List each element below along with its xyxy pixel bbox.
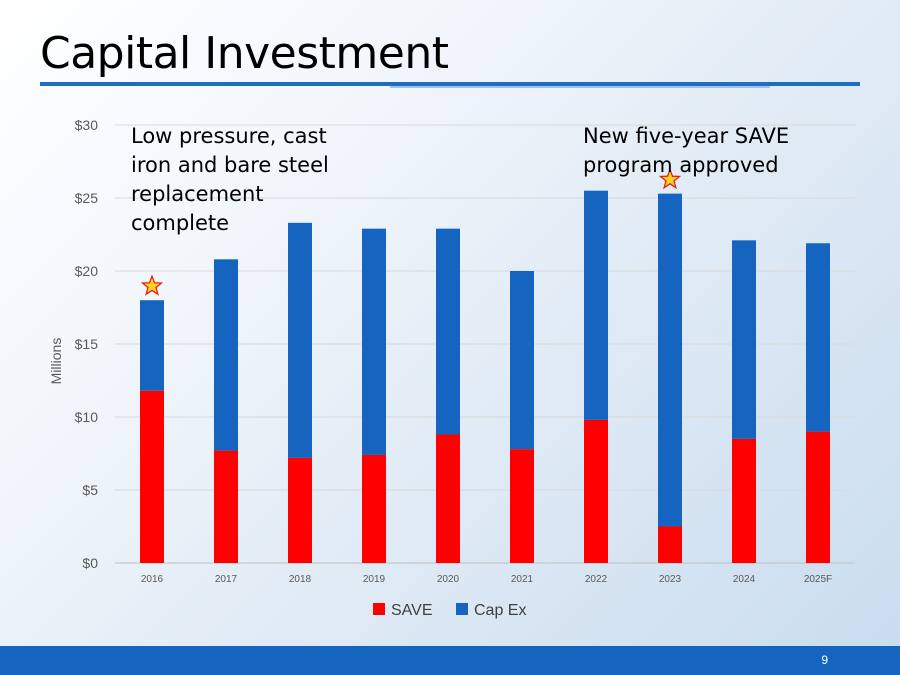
star-icon xyxy=(140,274,164,296)
bar-cap-ex xyxy=(140,300,164,391)
x-tick-label: 2023 xyxy=(659,574,682,585)
x-tick-label: 2020 xyxy=(437,574,460,585)
x-axis-tick-labels: 2016 2017 2018 2019 2020 2021 2022 2023 2024 2025… xyxy=(141,574,832,585)
title-underline-accent xyxy=(390,86,770,88)
annotation-left: Low pressure, cast iron and bare steel r… xyxy=(131,122,329,238)
y-axis-label: Millions xyxy=(48,338,64,385)
bar-cap-ex xyxy=(584,190,608,420)
legend-swatch-save xyxy=(373,603,385,615)
annotation-right-line: New five-year SAVE xyxy=(583,124,790,148)
y-tick-label: $25 xyxy=(75,190,99,206)
bar-cap-ex xyxy=(510,271,534,450)
x-tick-label: 2021 xyxy=(511,574,534,585)
annotation-right: New five-year SAVE program approved xyxy=(583,122,789,180)
x-tick-label: 2022 xyxy=(585,574,608,585)
footer-bar xyxy=(0,646,900,675)
star-markers xyxy=(140,167,682,296)
annotation-left-line: complete xyxy=(131,211,230,235)
x-tick-label: 2018 xyxy=(289,574,312,585)
bar-save xyxy=(436,434,460,563)
annotation-right-line: program approved xyxy=(583,153,779,177)
y-tick-label: $10 xyxy=(75,409,99,425)
bar-save xyxy=(288,457,312,563)
bar-cap-ex xyxy=(288,222,312,458)
title-underline xyxy=(40,82,860,86)
bar-cap-ex xyxy=(214,259,238,451)
x-tick-label: 2019 xyxy=(363,574,386,585)
y-tick-label: $30 xyxy=(75,117,99,133)
bar-cap-ex xyxy=(362,228,386,455)
bar-save xyxy=(658,526,682,563)
bar-save xyxy=(510,449,534,563)
bar-save xyxy=(732,438,756,563)
y-tick-label: $0 xyxy=(82,555,98,571)
bar-cap-ex xyxy=(806,243,830,432)
x-tick-label: 2024 xyxy=(733,574,756,585)
chart-gridlines xyxy=(115,124,855,564)
x-tick-label: 2016 xyxy=(141,574,164,585)
y-tick-label: $15 xyxy=(75,336,99,352)
y-axis-tick-labels: $0 $5 $10 $15 $20 $25 $30 xyxy=(75,117,99,571)
page-title: Capital Investment xyxy=(40,28,449,79)
bar-save xyxy=(140,390,164,563)
chart-bars xyxy=(140,190,830,563)
bar-save xyxy=(214,450,238,563)
y-tick-label: $5 xyxy=(82,482,98,498)
star-icon xyxy=(658,167,682,190)
bar-cap-ex xyxy=(436,228,460,435)
page-number: 9 xyxy=(821,653,828,667)
bar-save xyxy=(584,419,608,563)
legend-swatch-capex xyxy=(456,603,468,615)
x-tick-label: 2017 xyxy=(215,574,238,585)
bar-cap-ex xyxy=(658,193,682,527)
legend-label-capex: Cap Ex xyxy=(474,602,526,619)
annotation-left-line: replacement xyxy=(131,182,264,206)
annotation-left-line: iron and bare steel xyxy=(131,153,329,177)
chart-legend: SAVE Cap Ex xyxy=(373,602,526,619)
y-tick-label: $20 xyxy=(75,263,99,279)
x-tick-label: 2025F xyxy=(804,574,832,585)
legend-label-save: SAVE xyxy=(391,602,433,619)
bar-cap-ex xyxy=(732,240,756,439)
annotation-left-line: Low pressure, cast xyxy=(131,124,327,148)
bar-save xyxy=(362,454,386,563)
bar-save xyxy=(806,431,830,563)
